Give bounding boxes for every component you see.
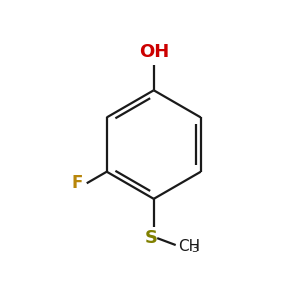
Text: S: S <box>145 229 158 247</box>
Text: OH: OH <box>139 44 169 62</box>
Text: F: F <box>72 174 83 192</box>
Text: 3: 3 <box>191 244 198 254</box>
Text: CH: CH <box>178 239 200 254</box>
